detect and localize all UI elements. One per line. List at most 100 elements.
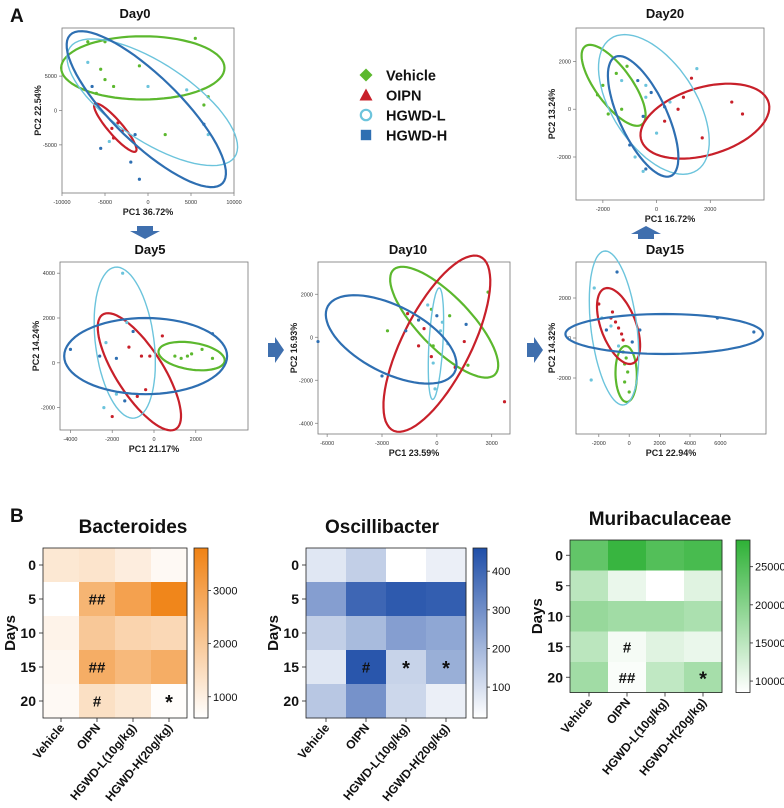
legend-item-oipn: OIPN bbox=[359, 88, 421, 105]
heatmap-cell bbox=[43, 684, 80, 719]
data-point bbox=[416, 344, 421, 348]
y-tick-label: 0 bbox=[310, 335, 313, 341]
x-tick-label: 6000 bbox=[714, 441, 726, 447]
heatmap-cell bbox=[646, 662, 685, 693]
significance-mark: ## bbox=[619, 670, 636, 687]
y-axis-label: Days bbox=[265, 615, 282, 651]
heatmap-cell bbox=[426, 650, 467, 685]
confidence-ellipse bbox=[63, 316, 229, 396]
heatmap-cell bbox=[386, 616, 427, 651]
data-point bbox=[641, 169, 645, 173]
heatmap-cell bbox=[608, 601, 647, 632]
data-point bbox=[464, 322, 468, 326]
y-axis-label: PC2 13.24% bbox=[547, 89, 557, 140]
series-oipn bbox=[639, 76, 771, 160]
x-tick-label: 0 bbox=[628, 441, 631, 447]
data-point bbox=[440, 320, 444, 324]
y-tick-label: 0 bbox=[28, 557, 36, 573]
data-point bbox=[689, 76, 694, 80]
confidence-ellipse bbox=[324, 294, 458, 385]
significance-mark: * bbox=[165, 692, 173, 714]
heatmap-cell bbox=[43, 582, 80, 617]
x-tick-label: 0 bbox=[146, 200, 149, 206]
data-point bbox=[116, 121, 120, 125]
heatmap-cell bbox=[79, 684, 116, 719]
y-tick-label: 0 bbox=[52, 361, 55, 367]
heatmap-cell bbox=[151, 548, 188, 583]
data-point bbox=[160, 334, 164, 338]
legend-label: Vehicle bbox=[386, 69, 436, 85]
data-point bbox=[615, 270, 619, 274]
y-axis-label: PC2 14.32% bbox=[547, 323, 557, 374]
x-axis-label: PC1 22.94% bbox=[646, 448, 697, 458]
colorbar bbox=[472, 547, 488, 719]
heatmap-cell bbox=[426, 548, 467, 583]
data-point bbox=[621, 338, 625, 342]
x-tick-label: -3000 bbox=[375, 441, 389, 447]
data-point bbox=[649, 90, 653, 95]
x-tick-label: Vehicle bbox=[295, 721, 333, 762]
data-point bbox=[740, 112, 745, 116]
confidence-ellipse bbox=[595, 286, 642, 366]
chart-title: Day10 bbox=[389, 242, 427, 257]
x-tick-label: -4000 bbox=[63, 437, 77, 443]
data-point bbox=[104, 341, 108, 345]
heatmap-cell bbox=[386, 582, 427, 617]
data-point bbox=[620, 107, 624, 111]
heatmap-cell bbox=[570, 601, 609, 632]
pca-plot-day20: Day20 -2000 0 2000 -2000 0 2000 PC1 16.72% PC2 1… bbox=[547, 6, 771, 224]
heatmap-cell bbox=[346, 582, 387, 617]
heatmap-cell bbox=[386, 650, 427, 685]
confidence-ellipse bbox=[564, 312, 765, 356]
heatmap-cell bbox=[115, 650, 152, 685]
data-point bbox=[146, 84, 150, 89]
y-tick-label: 0 bbox=[568, 107, 571, 113]
data-point bbox=[190, 352, 194, 356]
series-oipn bbox=[595, 286, 642, 366]
data-point bbox=[595, 93, 600, 97]
data-point bbox=[626, 370, 630, 374]
data-point bbox=[202, 122, 206, 126]
heatmap-cell bbox=[608, 570, 647, 602]
significance-mark: # bbox=[362, 660, 371, 677]
panel-b-letter: B bbox=[10, 506, 24, 527]
heatmap-cell bbox=[346, 616, 387, 651]
heatmap-cell bbox=[79, 548, 116, 583]
heatmap-cell bbox=[43, 616, 80, 651]
arrow-up-icon bbox=[631, 226, 661, 239]
y-tick-label: -2000 bbox=[557, 376, 571, 382]
x-tick-label: OIPN bbox=[604, 695, 634, 726]
heatmap-cell bbox=[79, 616, 116, 651]
y-tick-label: 4000 bbox=[43, 271, 55, 277]
heatmap-cell bbox=[386, 548, 427, 583]
x-axis-label: PC1 16.72% bbox=[645, 214, 696, 224]
data-point bbox=[663, 105, 667, 109]
data-point bbox=[148, 354, 152, 358]
data-point bbox=[633, 155, 637, 159]
data-point bbox=[185, 88, 189, 92]
colorbar-tick-label: 1000 bbox=[213, 692, 237, 704]
data-point bbox=[94, 91, 98, 95]
heatmap-cell bbox=[151, 582, 188, 617]
heatmap-cell bbox=[646, 570, 685, 602]
heatmap-cell bbox=[306, 616, 347, 651]
y-tick-label: 0 bbox=[291, 557, 299, 573]
data-point bbox=[129, 160, 133, 164]
data-point bbox=[630, 340, 634, 344]
series-hgwd-h bbox=[606, 55, 680, 178]
confidence-ellipse bbox=[96, 312, 183, 432]
series-oipn bbox=[382, 254, 507, 433]
heatmap-cell bbox=[646, 540, 685, 571]
data-point bbox=[163, 132, 167, 137]
data-point bbox=[131, 329, 135, 334]
heatmap-cell bbox=[115, 616, 152, 651]
x-tick-label: 2000 bbox=[653, 441, 665, 447]
data-point bbox=[592, 286, 596, 290]
data-point bbox=[433, 387, 437, 391]
x-tick-label: -2000 bbox=[596, 207, 610, 213]
series-hgwd-h bbox=[316, 294, 468, 385]
data-point bbox=[86, 40, 90, 44]
data-point bbox=[448, 314, 452, 318]
confidence-ellipse bbox=[588, 250, 640, 406]
